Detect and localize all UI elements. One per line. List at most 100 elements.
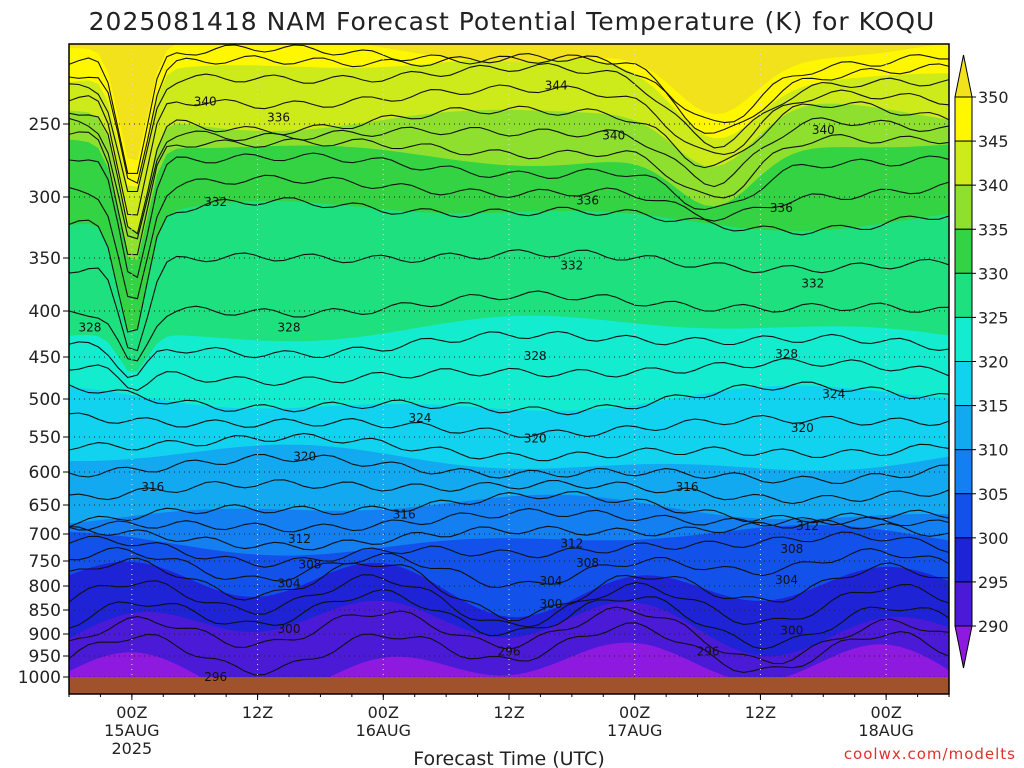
colorbar-label: 290	[978, 617, 1009, 636]
colorbar: 350 345 340 335 330 325 320 315 310 305 300 295 290	[954, 54, 1009, 669]
y-tick-label: 900	[29, 625, 61, 645]
isentrope-298	[69, 574, 949, 628]
colorbar-segment	[954, 537, 973, 583]
isentrope-324	[69, 330, 949, 379]
contour-label: 296	[498, 645, 521, 659]
contour-label: 308	[780, 542, 803, 556]
ground-surface	[69, 677, 949, 694]
colorbar-segment	[954, 493, 973, 539]
contour-label-text: 296	[204, 670, 227, 684]
isentrope-328	[69, 249, 949, 352]
colorbar-label: 315	[978, 397, 1009, 416]
contour-label-text: 312	[560, 537, 583, 551]
isentrope-320	[69, 381, 949, 416]
y-tick-label: 500	[29, 390, 61, 410]
y-tick-label: 850	[29, 601, 61, 621]
contour-label-text: 296	[697, 645, 720, 659]
colorbar-segment	[954, 316, 973, 362]
contour-label-text: 304	[539, 574, 562, 588]
x-tick-label: 00Z	[619, 703, 650, 722]
contour-label: 300	[278, 622, 301, 636]
contour-label-text: 308	[576, 556, 599, 570]
x-tick-sublabel: 15AUG	[104, 721, 159, 740]
isentrope-310	[69, 491, 949, 528]
contour-label-text: 308	[298, 558, 321, 572]
y-tick-label: 550	[29, 428, 61, 448]
contour-label-text: 328	[78, 321, 101, 335]
y-tick-label: 300	[29, 188, 61, 208]
contour-label: 336	[770, 201, 793, 215]
x-tick-sublabel: 17AUG	[607, 721, 662, 740]
contour-label: 340	[194, 95, 217, 109]
isentrope-336	[69, 131, 949, 256]
contour-label-text: 324	[822, 387, 845, 401]
isentrope-322	[69, 358, 949, 391]
contour-label-text: 328	[524, 349, 547, 363]
contour-label: 344	[545, 79, 568, 93]
contour-label: 300	[780, 624, 803, 638]
contour-label: 328	[78, 321, 101, 335]
contour-label: 304	[775, 573, 798, 587]
contour-label: 312	[288, 532, 311, 546]
colorbar-segment	[954, 272, 973, 318]
contour-label: 332	[560, 258, 583, 272]
band-350	[69, 44, 941, 161]
colorbar-label: 305	[978, 485, 1009, 504]
colorbar-label: 325	[978, 308, 1009, 327]
isentrope-292	[69, 622, 949, 676]
isentrope-338	[69, 117, 949, 240]
colorbar-label: 310	[978, 441, 1009, 460]
contour-label: 316	[393, 507, 416, 521]
contour-label-text: 320	[293, 450, 316, 464]
x-tick-sublabel: 18AUG	[858, 721, 913, 740]
isentrope-330	[69, 197, 949, 333]
isentrope-304	[69, 531, 949, 568]
y-tick-label: 400	[29, 302, 61, 322]
colorbar-label: 340	[978, 176, 1009, 195]
contour-label: 320	[791, 421, 814, 435]
isentrope-340	[69, 101, 949, 235]
y-tick-label: 650	[29, 496, 61, 516]
contour-label: 324	[822, 387, 845, 401]
isentrope-306	[69, 519, 949, 551]
chart-title: 2025081418 NAM Forecast Potential Temper…	[89, 7, 936, 36]
contour-label: 336	[267, 111, 290, 125]
x-tick-label: 00Z	[368, 703, 399, 722]
credit-text[interactable]: coolwx.com/modelts	[844, 745, 1016, 763]
x-tick-label: 00Z	[116, 703, 147, 722]
contour-label-text: 332	[801, 276, 824, 290]
colorbar-label: 320	[978, 353, 1009, 372]
x-axis-label: Forecast Time (UTC)	[413, 748, 604, 768]
contour-label: 300	[539, 597, 562, 611]
contour-label-text: 312	[796, 519, 819, 533]
contour-label: 328	[278, 321, 301, 335]
contour-label-text: 328	[775, 347, 798, 361]
y-tick-label: 950	[29, 647, 61, 667]
contour-label: 296	[204, 670, 227, 684]
colorbar-segment	[954, 228, 973, 274]
colorbar-segment	[954, 140, 973, 186]
contour-label: 316	[676, 480, 699, 494]
contour-label: 328	[524, 349, 547, 363]
contour-label-text: 336	[576, 194, 599, 208]
colorbar-label: 330	[978, 264, 1009, 283]
x-tick-label: 00Z	[870, 703, 901, 722]
contour-label: 312	[560, 537, 583, 551]
isentrope-348	[69, 44, 949, 174]
y-axis: 250 300 350 400 450 500 550 600 650 700 750 800 850 9…	[18, 115, 69, 688]
y-tick-label: 1000	[18, 668, 61, 688]
contour-label-text: 332	[560, 258, 583, 272]
colorbar-label: 295	[978, 573, 1009, 592]
isentrope-346	[69, 53, 949, 184]
contour-label: 320	[524, 431, 547, 445]
contour-label: 312	[796, 519, 819, 533]
contour-label: 332	[204, 195, 227, 209]
contour-label-text: 304	[278, 577, 301, 591]
colorbar-segment	[954, 581, 973, 627]
contour-label-text: 312	[288, 532, 311, 546]
isentrope-300	[69, 557, 949, 622]
colorbar-label: 335	[978, 220, 1009, 239]
y-tick-label: 800	[29, 577, 61, 597]
